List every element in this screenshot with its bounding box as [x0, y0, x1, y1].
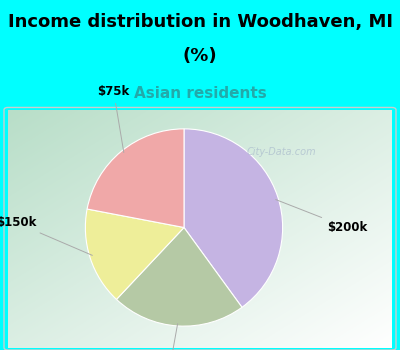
Text: $150k: $150k: [0, 216, 92, 256]
Text: Income distribution in Woodhaven, MI: Income distribution in Woodhaven, MI: [8, 13, 392, 32]
Text: (%): (%): [183, 47, 217, 65]
Text: City-Data.com: City-Data.com: [246, 147, 316, 156]
Wedge shape: [87, 129, 184, 228]
Wedge shape: [85, 209, 184, 299]
Text: $200k: $200k: [276, 199, 367, 234]
Text: $40k: $40k: [153, 324, 185, 350]
Wedge shape: [184, 129, 283, 307]
Text: Asian residents: Asian residents: [134, 86, 266, 101]
Wedge shape: [116, 228, 242, 326]
Text: $75k: $75k: [98, 85, 130, 153]
